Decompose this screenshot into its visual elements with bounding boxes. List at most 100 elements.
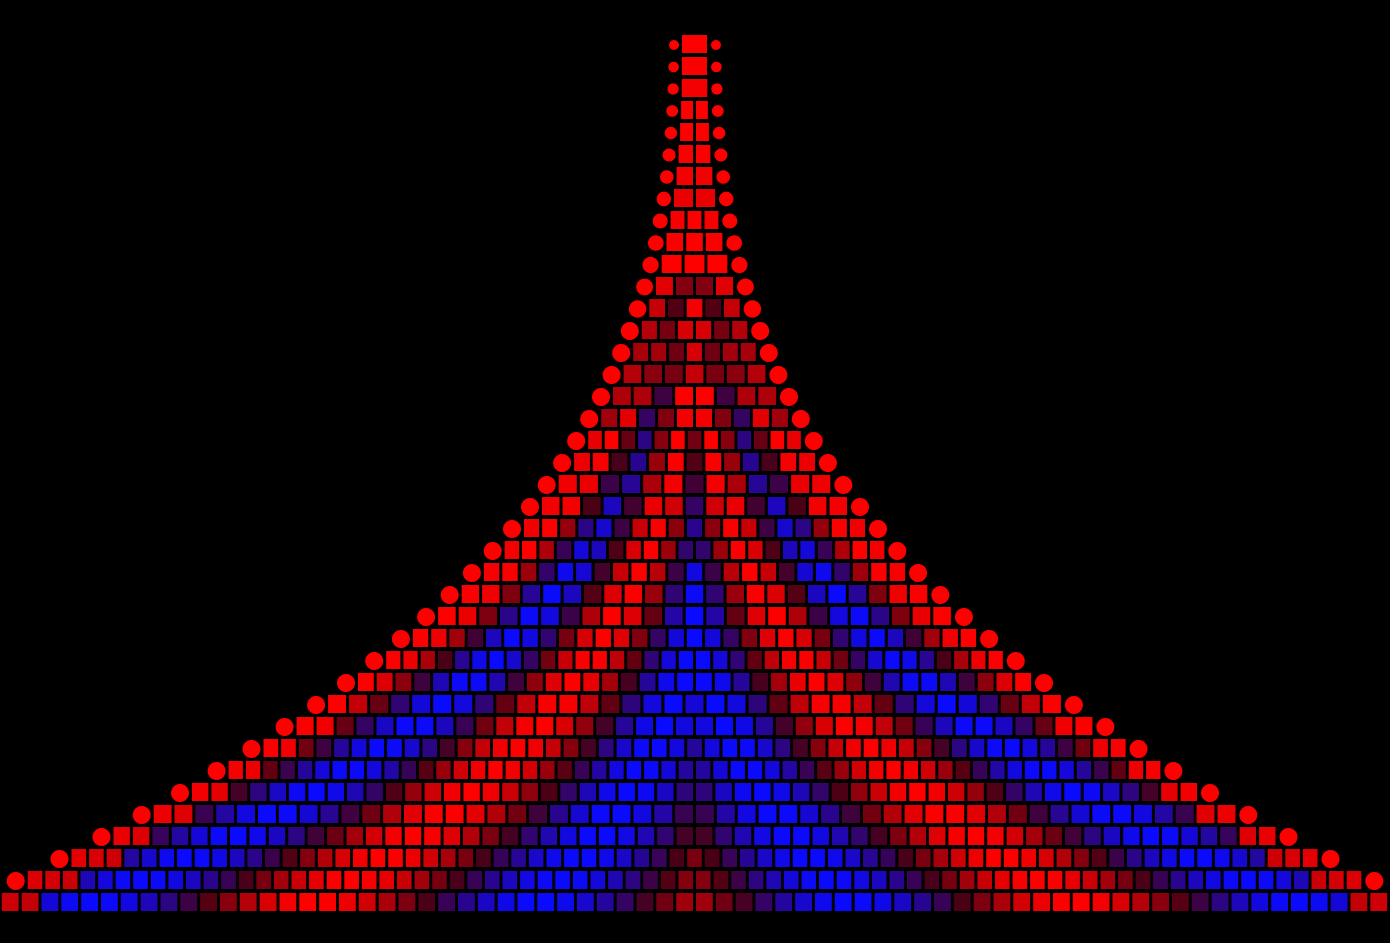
- border-dot: [804, 432, 823, 450]
- mosaic-cell: [668, 563, 684, 581]
- mosaic-cell: [696, 387, 714, 405]
- mosaic-cell: [650, 519, 666, 537]
- border-dot: [711, 83, 723, 95]
- mosaic-cell: [592, 651, 607, 669]
- border-dot: [50, 850, 69, 868]
- mosaic-cell: [404, 739, 420, 757]
- mosaic-cell: [821, 805, 840, 823]
- mosaic-cells: [1, 35, 1388, 911]
- mosaic-cell: [45, 871, 60, 889]
- mosaic-cell: [561, 607, 580, 625]
- mosaic-cell: [903, 761, 918, 779]
- mosaic-cell: [986, 849, 1001, 867]
- mosaic-cell: [715, 783, 732, 801]
- mosaic-cell: [591, 541, 606, 559]
- mosaic-cell: [742, 563, 758, 581]
- mosaic-cell: [559, 629, 575, 647]
- mosaic-cell: [611, 453, 628, 471]
- mosaic-cell: [1012, 871, 1028, 889]
- mosaic-cell: [1039, 849, 1054, 867]
- mosaic-cell: [795, 893, 812, 911]
- mosaic-cell: [800, 541, 815, 559]
- mosaic-cell: [1291, 893, 1308, 911]
- mosaic-cell: [298, 739, 314, 757]
- mosaic-cell: [669, 739, 685, 757]
- mosaic-cell: [1311, 871, 1327, 889]
- mosaic-cell: [643, 541, 659, 559]
- mosaic-cell: [685, 497, 704, 515]
- mosaic-cell: [560, 519, 576, 537]
- mosaic-cell: [387, 739, 402, 757]
- border-dot: [602, 366, 621, 384]
- mosaic-cell: [758, 805, 777, 823]
- mosaic-cell: [906, 629, 922, 647]
- mosaic-cell: [996, 673, 1013, 691]
- mosaic-cell: [282, 849, 298, 867]
- mosaic-cell: [1045, 827, 1062, 845]
- mosaic-cell: [674, 189, 693, 207]
- mosaic-cell: [520, 563, 537, 581]
- mosaic-cell: [661, 651, 676, 669]
- mosaic-cell: [705, 343, 720, 361]
- border-dot: [521, 498, 539, 516]
- mosaic-cell: [555, 871, 570, 889]
- mosaic-cell: [367, 761, 382, 779]
- mosaic-cell: [686, 629, 703, 647]
- mosaic-cell: [993, 893, 1011, 911]
- mosaic-cell: [685, 475, 704, 493]
- mosaic-cell: [445, 805, 464, 823]
- mosaic-cell: [1074, 849, 1089, 867]
- border-dot: [620, 322, 639, 340]
- mosaic-cell: [613, 563, 629, 581]
- mosaic-cell: [863, 849, 878, 867]
- mosaic-cell: [644, 761, 659, 779]
- mosaic-cell: [747, 365, 766, 383]
- mosaic-cell: [41, 893, 59, 911]
- mosaic-cell: [228, 761, 243, 779]
- mosaic-cell: [1076, 761, 1092, 779]
- mosaic-cell: [562, 497, 580, 515]
- mosaic-cell: [458, 607, 477, 625]
- mosaic-cell: [1232, 849, 1248, 867]
- border-dot: [716, 170, 730, 184]
- mosaic-cell: [685, 585, 704, 603]
- mosaic-cell: [620, 409, 637, 427]
- mosaic-cell: [320, 805, 339, 823]
- mosaic-cell: [724, 299, 740, 317]
- mosaic-cell: [319, 893, 336, 911]
- mosaic-cell: [960, 629, 977, 647]
- mosaic-cell: [1092, 805, 1111, 823]
- mosaic-cell: [747, 497, 765, 515]
- mosaic-cell: [579, 475, 598, 493]
- mosaic-cell: [98, 871, 113, 889]
- mosaic-cell: [853, 695, 872, 713]
- border-dot: [275, 718, 294, 736]
- mosaic-cell: [265, 849, 280, 867]
- mosaic-cell: [1310, 893, 1328, 911]
- mosaic-cell: [174, 805, 193, 823]
- mosaic-cell: [990, 761, 1005, 779]
- mosaic-cell: [334, 739, 349, 757]
- mosaic-cell: [1000, 695, 1019, 713]
- mosaic-cell: [1103, 783, 1120, 801]
- mosaic-cell: [476, 717, 494, 735]
- mosaic-cell: [833, 629, 849, 647]
- mosaic-cell: [1065, 871, 1080, 889]
- mosaic-cell: [631, 563, 647, 581]
- mosaic-cell: [542, 497, 560, 515]
- mosaic-cell: [496, 695, 515, 713]
- mosaic-cell: [696, 673, 712, 691]
- mosaic-cell: [817, 761, 832, 779]
- mosaic-cell: [773, 827, 791, 845]
- mosaic-cell: [747, 607, 766, 625]
- border-dot: [483, 542, 502, 560]
- mosaic-cell: [124, 849, 139, 867]
- border-dot: [711, 40, 721, 50]
- mosaic-cell: [622, 475, 641, 493]
- mosaic-cell: [696, 805, 714, 823]
- mosaic-cell: [326, 871, 342, 889]
- mosaic-cell: [871, 871, 887, 889]
- mosaic-cell: [200, 893, 217, 911]
- mosaic-cell: [637, 783, 655, 801]
- mosaic-cell: [722, 343, 738, 361]
